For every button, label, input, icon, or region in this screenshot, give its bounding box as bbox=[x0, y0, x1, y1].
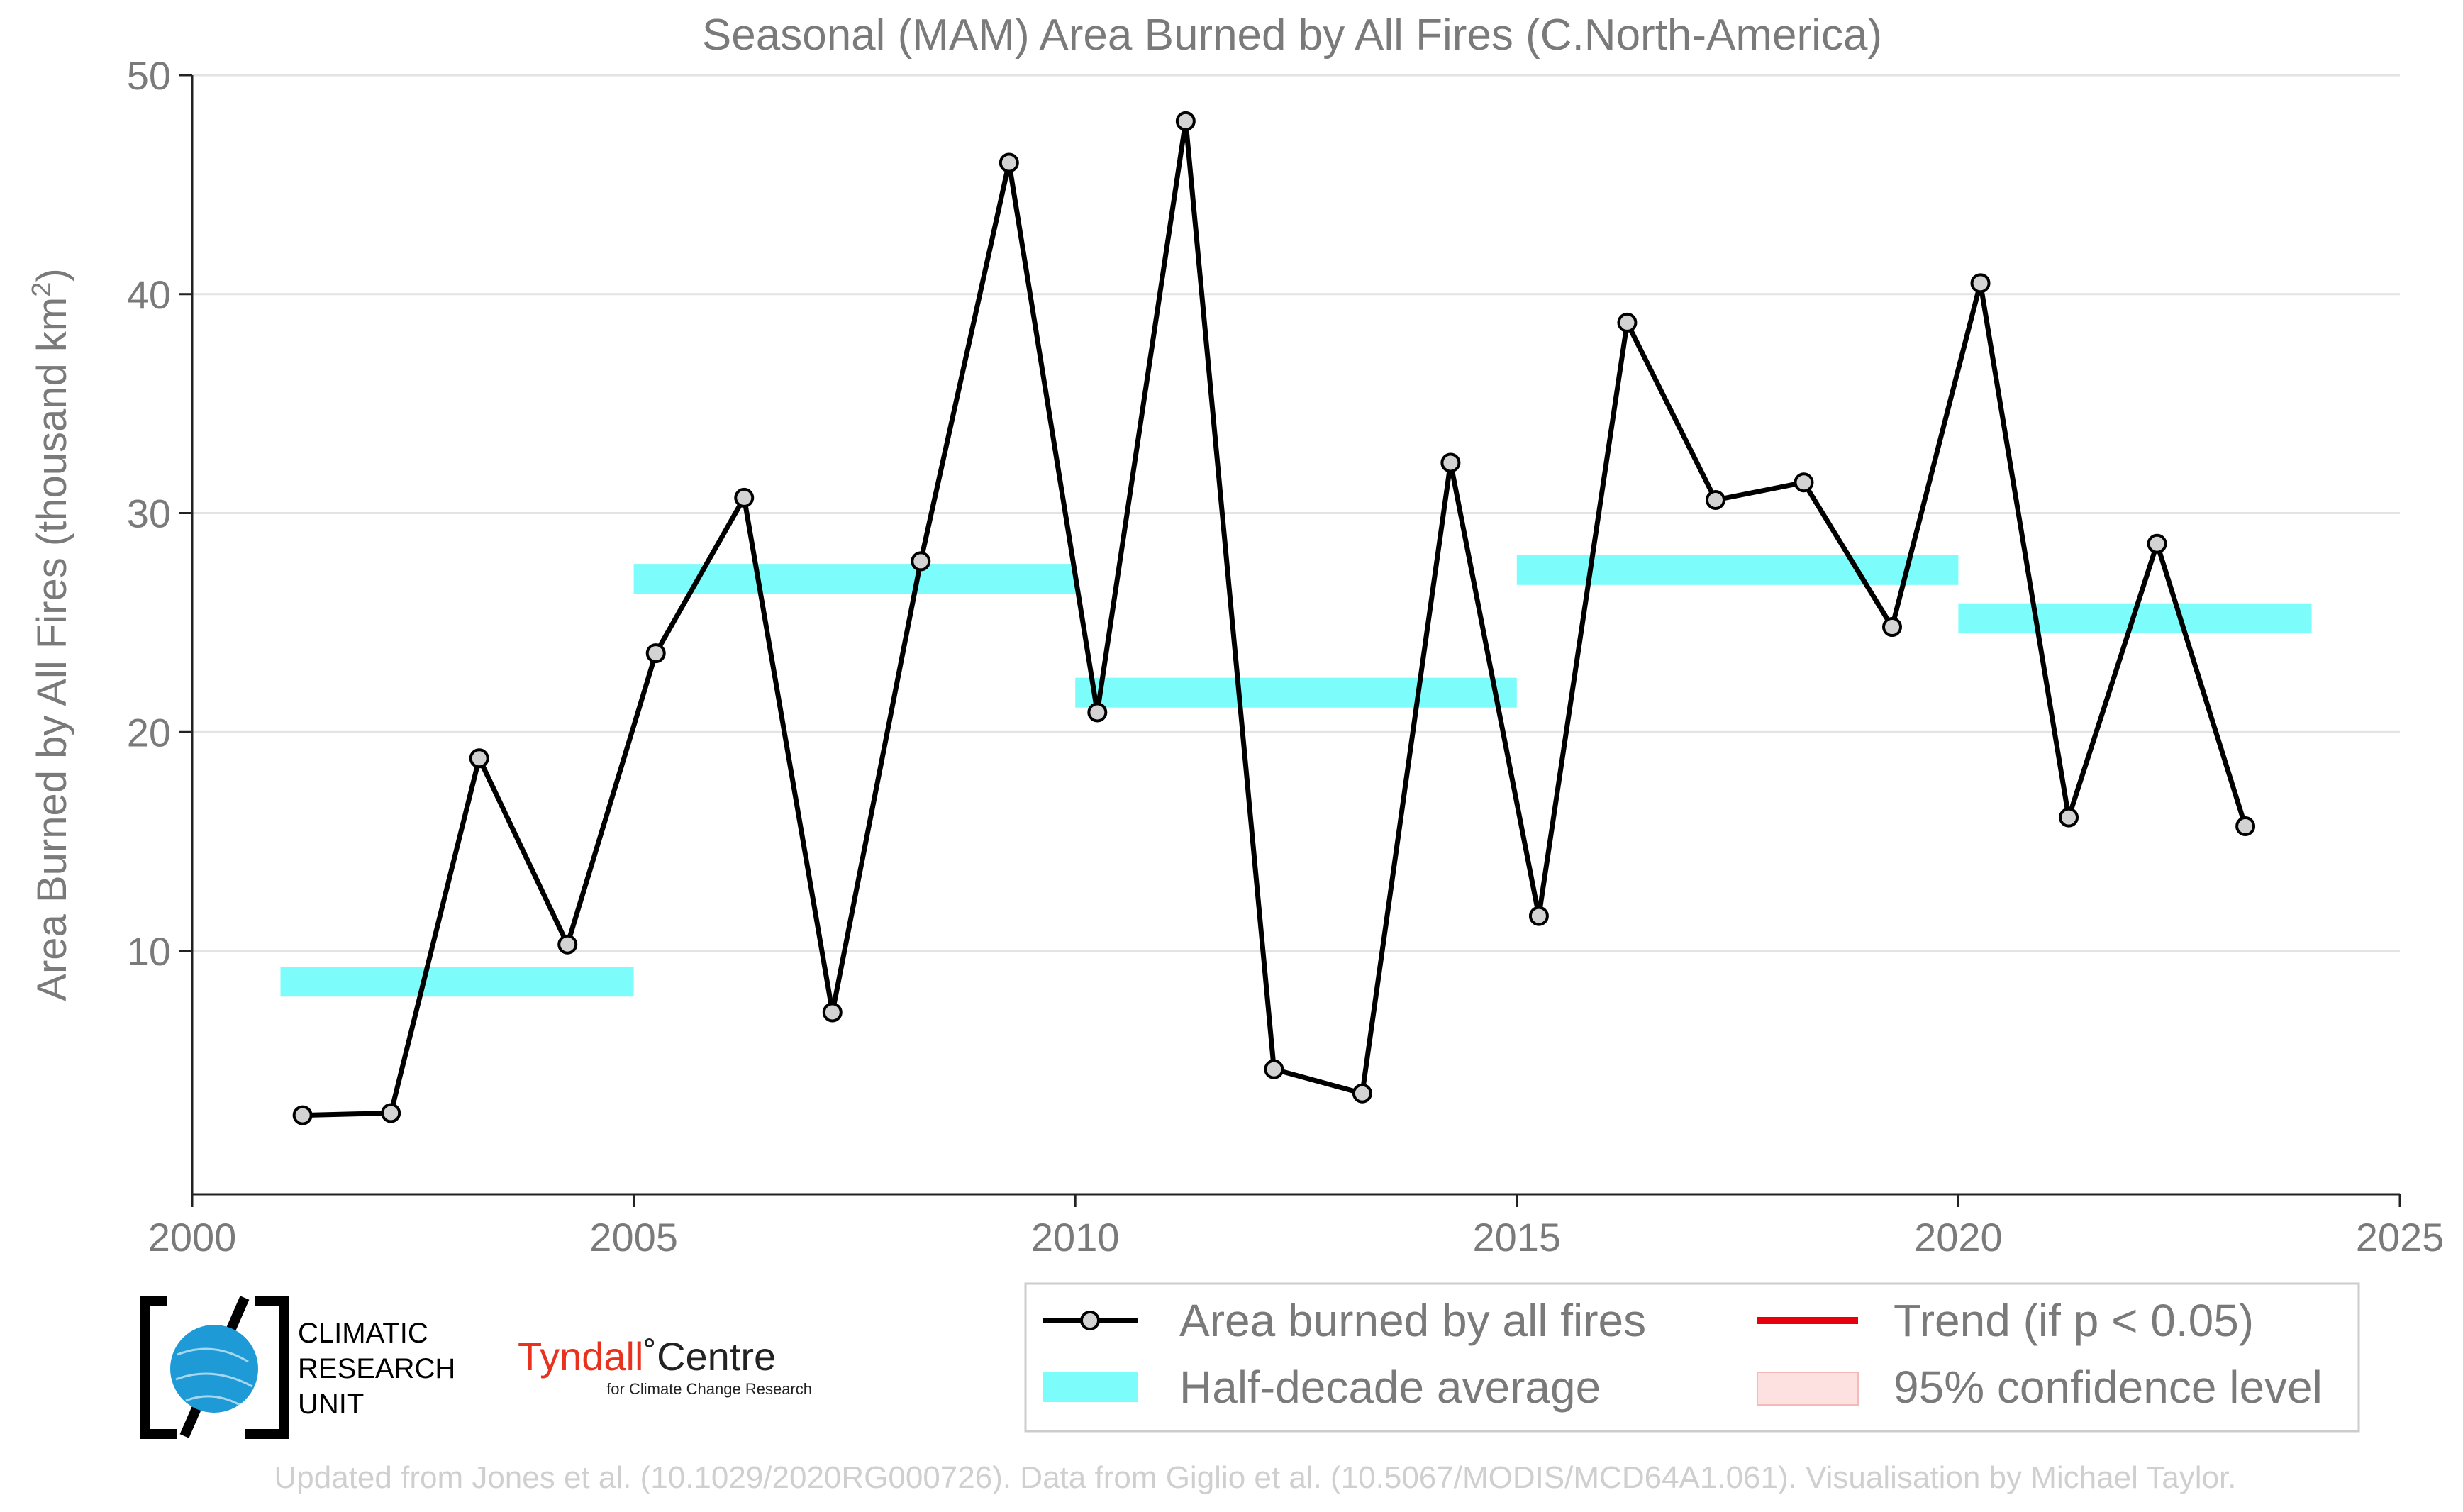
cru-logo-line-2: RESEARCH bbox=[298, 1353, 455, 1384]
tyndall-logo-main-a: Tyndall bbox=[518, 1334, 643, 1379]
x-tick-label-2000: 2000 bbox=[148, 1215, 237, 1260]
data-point-2012.25 bbox=[1264, 1059, 1284, 1079]
cru-logo-line-1: CLIMATIC bbox=[298, 1318, 428, 1349]
gridlines bbox=[192, 74, 2400, 952]
data-point-2005.25 bbox=[645, 643, 666, 664]
series-markers bbox=[292, 111, 2256, 1125]
data-point-2014.25 bbox=[1440, 452, 1461, 473]
data-point-2010.25 bbox=[1087, 702, 1108, 723]
y-ticks: 10 20 30 40 50 bbox=[127, 53, 192, 974]
x-tick-label-2010: 2010 bbox=[1031, 1215, 1120, 1260]
x-tick-label-2020: 2020 bbox=[1914, 1215, 2003, 1260]
data-point-2007.25 bbox=[822, 1002, 843, 1023]
legend-label-trend: Trend (if p < 0.05) bbox=[1894, 1295, 2254, 1346]
data-point-2022.25 bbox=[2147, 533, 2167, 554]
legend-label-half-decade: Half-decade average bbox=[1179, 1362, 1601, 1413]
y-tick-label-10: 10 bbox=[127, 929, 171, 974]
cru-logo-line-3: UNIT bbox=[298, 1389, 364, 1420]
series-area-burned bbox=[302, 118, 2248, 1118]
data-point-2023.25 bbox=[2235, 816, 2256, 837]
credit-text: Updated from Jones et al. (10.1029/2020R… bbox=[274, 1460, 2237, 1495]
data-point-2011.25 bbox=[1175, 111, 1196, 131]
tyndall-logo: Tyndall˚Centre for Climate Change Resear… bbox=[518, 1334, 812, 1398]
cru-logo: CLIMATIC RESEARCH UNIT bbox=[140, 1296, 455, 1439]
data-point-2009.25 bbox=[999, 152, 1019, 173]
half-decade-bar-3 bbox=[1516, 555, 1959, 585]
y-tick-label-30: 30 bbox=[127, 491, 171, 536]
data-point-2004.25 bbox=[557, 934, 578, 955]
half-decade-bar-1 bbox=[633, 564, 1076, 594]
globe-icon bbox=[170, 1325, 258, 1413]
data-point-2018.25 bbox=[1794, 472, 1814, 493]
x-tick-label-2025: 2025 bbox=[2356, 1215, 2445, 1260]
legend-marker bbox=[1080, 1311, 1100, 1330]
legend-frame bbox=[1024, 1282, 2360, 1433]
x-tick-label-2005: 2005 bbox=[589, 1215, 678, 1260]
chart-title: Seasonal (MAM) Area Burned by All Fires … bbox=[702, 11, 1882, 60]
legend-swatch-confidence bbox=[1757, 1372, 1859, 1406]
data-point-2020.25 bbox=[1970, 273, 1991, 294]
data-point-2017.25 bbox=[1705, 489, 1725, 510]
legend-label-area-burned: Area burned by all fires bbox=[1179, 1295, 1646, 1346]
legend: Area burned by all fires Trend (if p < 0… bbox=[1024, 1282, 2360, 1433]
x-tick-label-2015: 2015 bbox=[1473, 1215, 1562, 1260]
x-ticks: 2000 2005 2010 2015 2020 2025 bbox=[148, 1194, 2445, 1260]
data-point-2003.25 bbox=[469, 748, 489, 769]
y-tick-label-40: 40 bbox=[127, 272, 171, 317]
data-point-2006.25 bbox=[734, 487, 755, 508]
data-point-2015.25 bbox=[1528, 906, 1549, 926]
data-point-2021.25 bbox=[2059, 807, 2079, 828]
data-point-2008.25 bbox=[911, 551, 931, 572]
svg-text:Tyndall˚Centre: Tyndall˚Centre bbox=[518, 1334, 776, 1379]
data-point-2002.25 bbox=[381, 1103, 401, 1123]
data-point-2001.25 bbox=[292, 1105, 313, 1125]
half-decade-bar-0 bbox=[280, 967, 634, 997]
tyndall-logo-main-b: ˚Centre bbox=[643, 1334, 776, 1379]
half-decade-bar-2 bbox=[1075, 677, 1517, 708]
legend-label-confidence: 95% confidence level bbox=[1894, 1362, 2323, 1413]
tyndall-logo-sub: for Climate Change Research bbox=[606, 1380, 812, 1398]
data-point-2019.25 bbox=[1882, 617, 1903, 638]
data-point-2016.25 bbox=[1617, 312, 1638, 333]
data-point-2013.25 bbox=[1352, 1083, 1372, 1104]
y-tick-label-20: 20 bbox=[127, 710, 171, 755]
series-line-area-burned bbox=[302, 118, 2248, 1118]
y-axis-label: Area Burned by All Fires (thousand km2) bbox=[27, 268, 75, 1001]
legend-swatch-half-decade bbox=[1043, 1372, 1138, 1402]
half-decade-bars bbox=[280, 555, 2312, 997]
y-tick-label-50: 50 bbox=[127, 53, 171, 98]
